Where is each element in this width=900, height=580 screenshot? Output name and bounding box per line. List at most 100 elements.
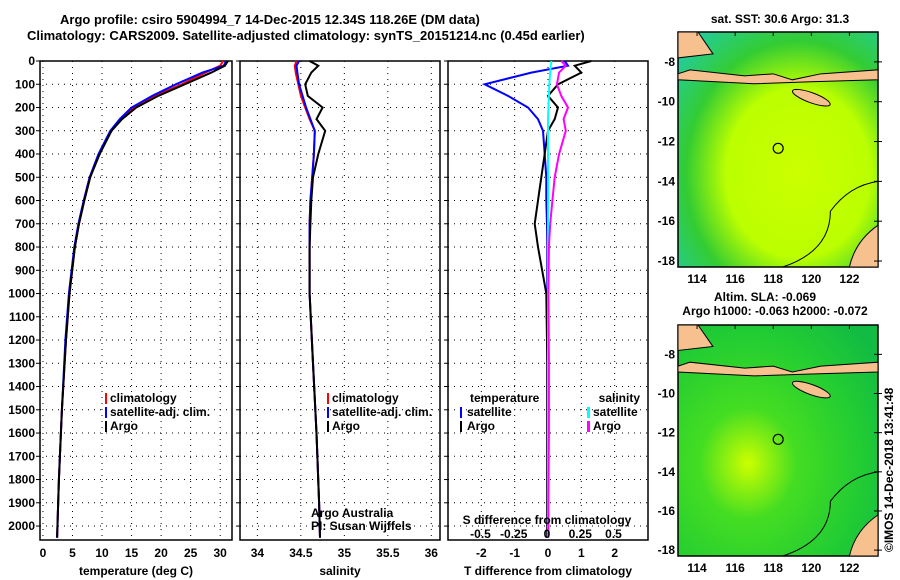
y-tick-label: 1500 xyxy=(8,403,35,417)
y-tick-label: 900 xyxy=(15,263,35,277)
x-axis-label: T difference from climatology xyxy=(464,564,632,578)
map-x-tick-label: 120 xyxy=(801,272,821,286)
map-y-tick-label: -10 xyxy=(658,387,676,401)
legend-swatch xyxy=(327,407,329,418)
map-x-tick-label: 118 xyxy=(764,272,784,286)
y-tick-label: 800 xyxy=(15,240,35,254)
x-tick-label: 36 xyxy=(425,546,439,560)
land-australia xyxy=(848,224,879,268)
series-line-argo xyxy=(304,60,327,538)
x-tick-label: -1 xyxy=(509,546,520,560)
y-tick-label: 1600 xyxy=(8,426,35,440)
footer-timestamp: ©IMOS 14-Dec-2018 13:41:48 xyxy=(882,387,896,552)
y-tick-label: 1900 xyxy=(8,496,35,510)
plot-frame xyxy=(39,60,233,541)
x-tick-label: 35 xyxy=(338,546,352,560)
map-y-tick-label: -12 xyxy=(658,135,676,149)
argo-position-marker xyxy=(772,142,784,154)
series-line-argo xyxy=(56,60,229,538)
legend-swatch xyxy=(460,421,462,432)
map-y-tick-label: -8 xyxy=(664,347,675,361)
map-x-tick-label: 116 xyxy=(725,272,745,286)
y-tick-label: 300 xyxy=(15,124,35,138)
x2-tick-label: 0.5 xyxy=(605,527,622,541)
x2-tick-label: -0.5 xyxy=(470,527,491,541)
y-tick-label: 1700 xyxy=(8,449,35,463)
x-axis-label: temperature (deg C) xyxy=(79,564,193,578)
map-y-tick-label: -10 xyxy=(658,95,676,109)
legend-title-salinity: salinity xyxy=(599,391,641,405)
land-northwest xyxy=(677,324,714,352)
land-lesser-sunda xyxy=(677,361,879,377)
y-tick-label: 600 xyxy=(15,194,35,208)
x-tick-label: 5 xyxy=(69,546,76,560)
y-tick-label: 1300 xyxy=(8,356,35,370)
credit-text: Argo Australia xyxy=(311,506,394,520)
y-tick-label: 100 xyxy=(15,77,35,91)
map-x-tick-label: 118 xyxy=(764,561,784,575)
map-x-tick-label: 114 xyxy=(687,272,707,286)
y-tick-label: 1000 xyxy=(8,287,35,301)
legend-title-temperature: temperature xyxy=(470,391,540,405)
map-x-tick-label: 114 xyxy=(687,561,707,575)
pi-text: PI: Susan Wijffels xyxy=(311,519,412,533)
bathymetry-contour xyxy=(782,471,879,557)
legend-label: climatology xyxy=(332,391,399,405)
x-tick-label: 20 xyxy=(154,546,168,560)
map-y-tick-label: -18 xyxy=(658,543,676,557)
x-tick-label: 10 xyxy=(95,546,109,560)
map-y-tick-label: -16 xyxy=(658,214,676,228)
y-tick-label: 2000 xyxy=(8,519,35,533)
sla-map-subtitle: Argo h1000: -0.063 h2000: -0.072 xyxy=(682,304,868,318)
map-y-tick-label: -18 xyxy=(658,254,676,268)
x2-tick-label: 0 xyxy=(544,527,551,541)
map-frame xyxy=(677,324,879,557)
x-tick-label: 2 xyxy=(611,546,618,560)
legend-swatch xyxy=(105,407,107,418)
y-tick-label: 1400 xyxy=(8,380,35,394)
y-tick-label: 400 xyxy=(15,147,35,161)
x-tick-label: 34.5 xyxy=(289,546,313,560)
y-tick-label: 200 xyxy=(15,101,35,115)
land-northwest xyxy=(677,31,714,59)
x-tick-label: 25 xyxy=(184,546,198,560)
sst-map-title: sat. SST: 30.6 Argo: 31.3 xyxy=(711,12,850,26)
x-tick-label: 1 xyxy=(578,546,585,560)
map-x-tick-label: 122 xyxy=(839,272,859,286)
x-tick-label: 0 xyxy=(40,546,47,560)
y-tick-label: 1200 xyxy=(8,333,35,347)
legend-swatch xyxy=(105,393,107,404)
series-line-s-argo xyxy=(547,60,570,538)
y-tick-label: 1800 xyxy=(8,473,35,487)
legend-swatch xyxy=(460,407,462,418)
legend-swatch xyxy=(105,421,107,432)
legend-swatch xyxy=(587,407,590,418)
argo-position-marker xyxy=(772,433,784,445)
title-line-1: Argo profile: csiro 5904994_7 14-Dec-201… xyxy=(60,12,480,27)
x-tick-label: -2 xyxy=(476,546,487,560)
map-y-tick-label: -8 xyxy=(664,55,675,69)
map-y-tick-label: -14 xyxy=(658,174,676,188)
x-axis-label: salinity xyxy=(319,564,361,578)
map-y-tick-label: -16 xyxy=(658,504,676,518)
y-tick-label: 700 xyxy=(15,217,35,231)
map-x-tick-label: 122 xyxy=(839,561,859,575)
legend-label: satellite xyxy=(467,405,512,419)
map-frame xyxy=(677,31,879,268)
land-lesser-sunda xyxy=(677,69,879,85)
legend-label: Argo xyxy=(467,419,495,433)
x-tick-label: 30 xyxy=(214,546,228,560)
sla-map-title: Altim. SLA: -0.069 xyxy=(714,290,816,304)
y-tick-label: 1100 xyxy=(9,310,35,324)
x-tick-label: 35.5 xyxy=(376,546,400,560)
legend-swatch xyxy=(587,421,590,432)
title-line-2: Climatology: CARS2009. Satellite-adjuste… xyxy=(27,28,585,43)
x2-tick-label: -0.25 xyxy=(500,527,528,541)
map-y-tick-label: -12 xyxy=(658,426,676,440)
legend-label: satellite-adj. clim. xyxy=(332,405,432,419)
bathymetry-contour xyxy=(782,180,879,268)
map-x-tick-label: 116 xyxy=(725,561,745,575)
legend-label: satellite-adj. clim. xyxy=(110,405,210,419)
